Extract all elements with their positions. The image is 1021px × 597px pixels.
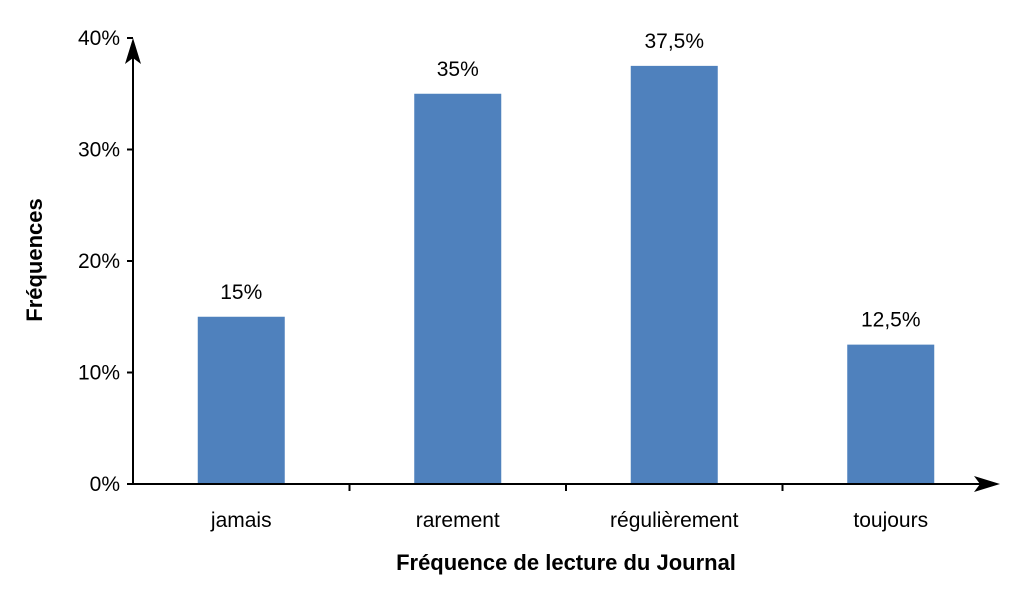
bar bbox=[847, 344, 935, 484]
y-tick-label: 0% bbox=[90, 473, 120, 496]
bar bbox=[414, 93, 502, 484]
bars bbox=[197, 65, 935, 484]
bar-data-label: 12,5% bbox=[861, 309, 921, 332]
x-category-label: régulièrement bbox=[610, 509, 739, 532]
x-category-label: rarement bbox=[416, 509, 500, 532]
x-category-label: toujours bbox=[853, 509, 928, 532]
bar-data-label: 37,5% bbox=[644, 30, 704, 53]
y-ticks: 0% 10% 20% 30% 40% bbox=[78, 27, 784, 496]
x-axis-title: Fréquence de lecture du Journal bbox=[396, 550, 736, 575]
x-category-labels: jamais rarement régulièrement toujours bbox=[210, 509, 928, 532]
y-axis-title: Fréquences bbox=[22, 198, 47, 322]
y-tick-label: 10% bbox=[78, 362, 120, 385]
data-labels: 15% 35% 37,5% 12,5% bbox=[220, 30, 920, 332]
bar bbox=[197, 316, 285, 484]
y-tick-label: 30% bbox=[78, 139, 120, 162]
bar-data-label: 15% bbox=[220, 281, 262, 304]
x-category-label: jamais bbox=[210, 509, 272, 532]
x-axis-arrow-icon bbox=[974, 476, 1000, 492]
bar bbox=[630, 65, 718, 484]
y-tick-label: 20% bbox=[78, 250, 120, 273]
bar-data-label: 35% bbox=[437, 58, 479, 81]
y-axis-arrow-icon bbox=[125, 38, 141, 64]
y-tick-label: 40% bbox=[78, 27, 120, 50]
